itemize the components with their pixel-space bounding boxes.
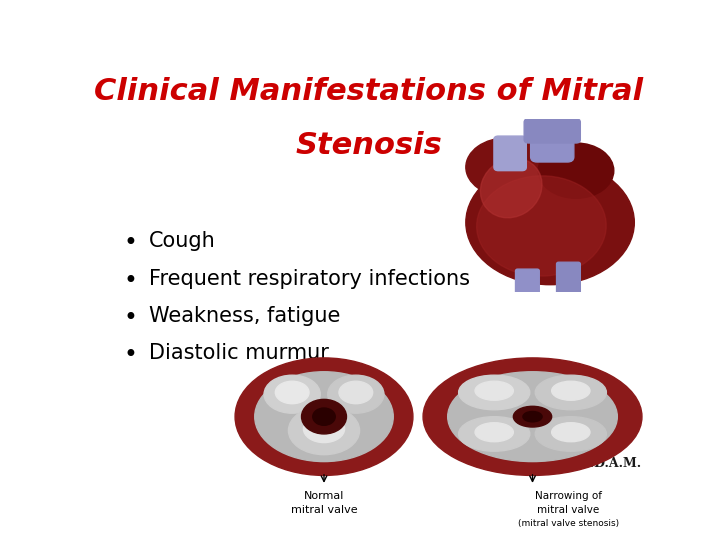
Text: •: • (124, 306, 138, 330)
Ellipse shape (303, 415, 345, 443)
Ellipse shape (459, 417, 530, 451)
Text: •: • (124, 343, 138, 367)
Ellipse shape (477, 176, 606, 276)
Text: •: • (124, 268, 138, 293)
Ellipse shape (539, 143, 613, 198)
Ellipse shape (552, 381, 590, 400)
Text: Stenosis: Stenosis (296, 131, 442, 160)
Ellipse shape (480, 158, 542, 218)
Text: ☘: ☘ (567, 456, 580, 470)
Text: Cough: Cough (148, 231, 215, 251)
Text: A.D.A.M.: A.D.A.M. (580, 457, 641, 470)
Ellipse shape (255, 372, 393, 462)
Ellipse shape (523, 411, 542, 422)
Text: •: • (124, 231, 138, 255)
Ellipse shape (475, 423, 513, 442)
Ellipse shape (312, 408, 336, 426)
Ellipse shape (423, 358, 642, 475)
FancyBboxPatch shape (531, 113, 574, 162)
Ellipse shape (339, 381, 373, 404)
FancyBboxPatch shape (524, 119, 580, 143)
Ellipse shape (513, 406, 552, 427)
Text: Narrowing of: Narrowing of (534, 491, 602, 501)
Text: Normal: Normal (304, 491, 344, 501)
Ellipse shape (535, 417, 606, 451)
Ellipse shape (466, 138, 548, 197)
Ellipse shape (448, 372, 617, 462)
Text: mitral valve: mitral valve (537, 505, 599, 515)
Ellipse shape (466, 160, 634, 285)
Ellipse shape (289, 406, 359, 455)
FancyBboxPatch shape (516, 269, 539, 293)
Ellipse shape (535, 375, 606, 410)
FancyBboxPatch shape (557, 262, 580, 293)
Text: Clinical Manifestations of Mitral: Clinical Manifestations of Mitral (94, 77, 644, 106)
Text: Weakness, fatigue: Weakness, fatigue (148, 306, 340, 326)
Ellipse shape (275, 381, 309, 404)
Ellipse shape (302, 400, 346, 434)
Ellipse shape (328, 375, 384, 413)
FancyBboxPatch shape (494, 136, 526, 171)
Text: Diastolic murmur: Diastolic murmur (148, 343, 328, 363)
Ellipse shape (552, 423, 590, 442)
Text: Frequent respiratory infections: Frequent respiratory infections (148, 268, 469, 288)
Text: mitral valve: mitral valve (291, 505, 357, 515)
Ellipse shape (459, 375, 530, 410)
Ellipse shape (264, 375, 320, 413)
Ellipse shape (475, 381, 513, 400)
Ellipse shape (235, 358, 413, 475)
Text: (mitral valve stenosis): (mitral valve stenosis) (518, 518, 618, 528)
